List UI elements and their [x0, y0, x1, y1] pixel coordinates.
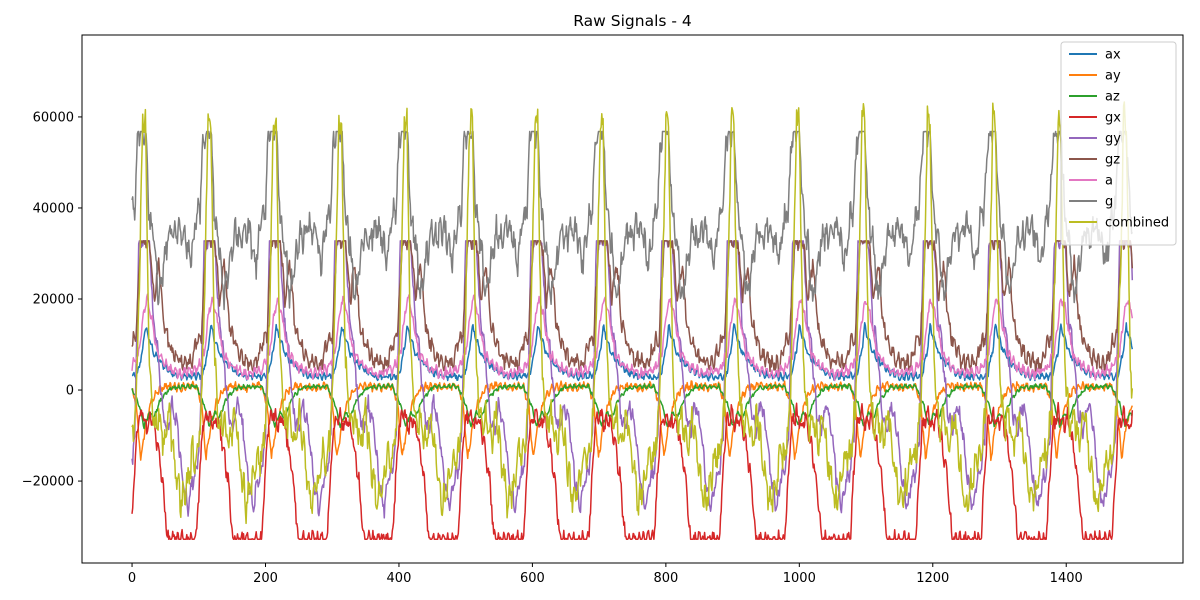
legend-label-az: az [1105, 90, 1120, 105]
x-tick-label: 400 [387, 571, 412, 586]
legend-label-combined: combined [1105, 216, 1169, 231]
series-line-ay [131, 380, 1133, 462]
legend-label-a: a [1105, 174, 1113, 189]
y-tick-label: 60000 [33, 110, 74, 125]
x-tick-label: 200 [253, 571, 278, 586]
legend-label-gx: gx [1105, 111, 1121, 126]
legend-label-gy: gy [1105, 132, 1121, 147]
y-tick-label: −20000 [22, 475, 74, 490]
x-tick-label: 600 [520, 571, 545, 586]
y-tick-label: 40000 [33, 201, 74, 216]
legend: ax ay az gx gy gz ag combined [1060, 41, 1177, 246]
legend-label-ax: ax [1105, 48, 1121, 63]
series-line-a [131, 293, 1134, 382]
y-tick-label: 20000 [33, 293, 74, 308]
series-line-g [131, 130, 1133, 311]
x-tick-label: 0 [128, 571, 136, 586]
y-tick-label: 0 [66, 384, 74, 399]
x-tick-label: 1200 [916, 571, 949, 586]
axes-layer: 0 200 400 600 800 1000 1200 1400 −20000 0 20000 400… [22, 34, 1184, 586]
legend-box [1060, 41, 1177, 246]
series-line-gx [131, 401, 1134, 540]
series-layer [131, 101, 1134, 540]
x-tick-label: 800 [653, 571, 678, 586]
legend-label-gz: gz [1105, 153, 1120, 168]
legend-label-ay: ay [1105, 69, 1121, 84]
series-line-combined [131, 101, 1134, 525]
series-line-az [131, 383, 1133, 430]
legend-label-g: g [1105, 195, 1113, 210]
chart-title: Raw Signals - 4 [573, 12, 692, 30]
x-tick-label: 1400 [1050, 571, 1083, 586]
series-line-gz [131, 240, 1134, 377]
x-tick-label: 1000 [783, 571, 816, 586]
